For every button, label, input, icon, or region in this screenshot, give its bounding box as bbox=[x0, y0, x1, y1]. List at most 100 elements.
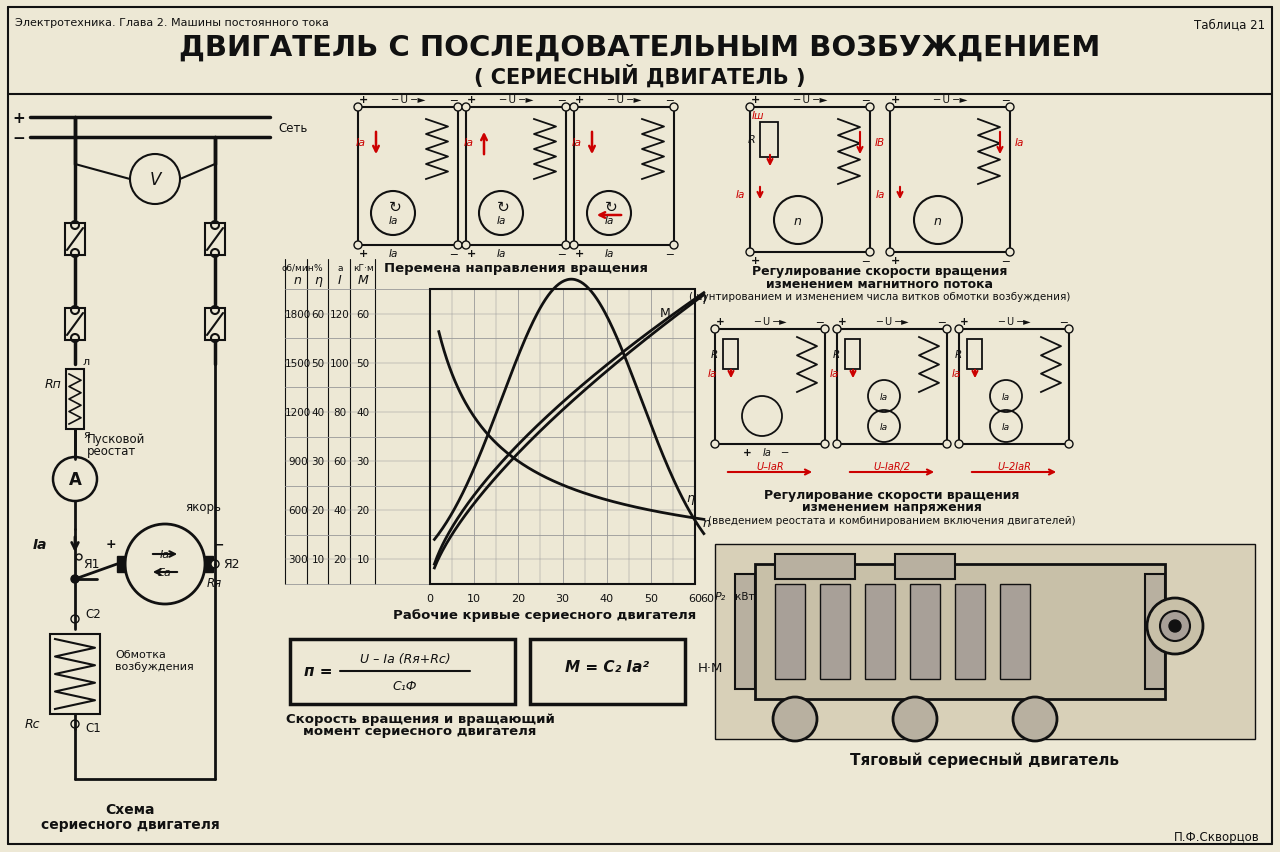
Bar bbox=[573, 108, 675, 245]
Circle shape bbox=[211, 561, 219, 568]
Text: 10: 10 bbox=[311, 555, 325, 565]
Text: U–IаR/2: U–IаR/2 bbox=[873, 462, 910, 471]
Circle shape bbox=[454, 242, 462, 250]
Circle shape bbox=[669, 104, 678, 112]
Circle shape bbox=[454, 104, 462, 112]
Text: 40: 40 bbox=[311, 407, 325, 417]
Text: ─: ─ bbox=[861, 95, 868, 105]
Text: Тяговый сериесный двигатель: Тяговый сериесный двигатель bbox=[850, 751, 1120, 767]
Text: U–IаR: U–IаR bbox=[756, 462, 783, 471]
Text: 60: 60 bbox=[700, 593, 714, 603]
Circle shape bbox=[570, 104, 579, 112]
Text: Iа: Iа bbox=[572, 138, 582, 148]
Text: I: I bbox=[703, 294, 707, 307]
Text: n: n bbox=[703, 516, 710, 529]
Text: ↻: ↻ bbox=[389, 199, 402, 214]
Text: I: I bbox=[338, 273, 342, 286]
Circle shape bbox=[669, 242, 678, 250]
Text: U – Iа (Rя+Rс): U – Iа (Rя+Rс) bbox=[360, 653, 451, 665]
Text: Iа: Iа bbox=[763, 447, 772, 458]
Bar bbox=[205, 224, 225, 256]
Bar bbox=[530, 639, 685, 704]
Circle shape bbox=[820, 325, 829, 334]
Bar bbox=[1146, 574, 1165, 689]
Text: а: а bbox=[337, 263, 343, 272]
Text: ─: ─ bbox=[558, 249, 564, 259]
Circle shape bbox=[70, 720, 79, 728]
Text: 40: 40 bbox=[333, 505, 347, 515]
Circle shape bbox=[943, 440, 951, 448]
Text: ─: ─ bbox=[449, 95, 457, 105]
Text: Iа: Iа bbox=[604, 216, 613, 226]
Text: Iа: Iа bbox=[879, 392, 888, 401]
Text: R: R bbox=[833, 349, 840, 360]
Text: +: + bbox=[891, 95, 900, 105]
Text: ─: ─ bbox=[666, 95, 672, 105]
Circle shape bbox=[1065, 325, 1073, 334]
Circle shape bbox=[462, 104, 470, 112]
Circle shape bbox=[355, 242, 362, 250]
Circle shape bbox=[833, 325, 841, 334]
Text: A: A bbox=[69, 470, 82, 488]
Text: +: + bbox=[358, 249, 367, 259]
Text: кГ·м: кГ·м bbox=[352, 263, 374, 272]
Text: л: л bbox=[83, 357, 90, 366]
Text: U–2IаR: U–2IаR bbox=[997, 462, 1030, 471]
Bar bbox=[774, 584, 805, 679]
Text: 30: 30 bbox=[311, 457, 325, 467]
Text: я: я bbox=[83, 429, 90, 440]
Bar bbox=[291, 639, 515, 704]
Text: Скорость вращения и вращающий: Скорость вращения и вращающий bbox=[285, 711, 554, 725]
Text: С1: С1 bbox=[84, 721, 101, 734]
Circle shape bbox=[746, 104, 754, 112]
Text: 1500: 1500 bbox=[285, 359, 311, 368]
Text: +: + bbox=[466, 249, 476, 259]
Text: R: R bbox=[748, 135, 755, 145]
Text: Обмотка: Обмотка bbox=[115, 649, 166, 659]
Text: Iа: Iа bbox=[879, 422, 888, 431]
Text: Схема: Схема bbox=[105, 802, 155, 816]
Text: С₁Ф: С₁Ф bbox=[393, 680, 417, 693]
Text: Р₂: Р₂ bbox=[716, 591, 726, 602]
Circle shape bbox=[211, 335, 219, 343]
Text: 900: 900 bbox=[288, 457, 307, 467]
Text: ─: ─ bbox=[666, 249, 672, 259]
Text: 30: 30 bbox=[556, 593, 570, 603]
Circle shape bbox=[1160, 611, 1190, 642]
Text: n: n bbox=[934, 214, 942, 227]
Circle shape bbox=[70, 250, 79, 257]
Text: Iш: Iш bbox=[751, 111, 764, 121]
Text: R: R bbox=[955, 349, 963, 360]
Text: 20: 20 bbox=[311, 505, 325, 515]
Circle shape bbox=[76, 555, 82, 561]
Circle shape bbox=[211, 250, 219, 257]
Text: M: M bbox=[357, 273, 369, 286]
Text: Iа: Iа bbox=[463, 138, 474, 148]
Text: Eа: Eа bbox=[157, 567, 172, 578]
Text: ─: ─ bbox=[938, 317, 946, 326]
Bar bbox=[65, 224, 84, 256]
Circle shape bbox=[955, 440, 963, 448]
Text: +: + bbox=[750, 256, 759, 266]
Bar bbox=[716, 544, 1254, 740]
Text: ─: ─ bbox=[1002, 256, 1009, 266]
Text: Сеть: Сеть bbox=[278, 121, 307, 135]
Text: R: R bbox=[710, 349, 718, 360]
Circle shape bbox=[1065, 440, 1073, 448]
Text: +: + bbox=[466, 95, 476, 105]
Text: Iа: Iа bbox=[1002, 392, 1010, 401]
Text: 60: 60 bbox=[689, 593, 701, 603]
Text: изменением напряжения: изменением напряжения bbox=[803, 501, 982, 514]
Text: Пусковой: Пусковой bbox=[87, 433, 146, 446]
Text: Iа: Iа bbox=[388, 249, 398, 259]
Text: якорь: якорь bbox=[186, 501, 221, 514]
Circle shape bbox=[70, 575, 79, 584]
Text: ─: ─ bbox=[1061, 317, 1068, 326]
Text: −: − bbox=[13, 130, 26, 146]
Bar bbox=[358, 108, 458, 245]
Text: П.Ф.Скворцов: П.Ф.Скворцов bbox=[1174, 831, 1260, 843]
Circle shape bbox=[462, 242, 470, 250]
Text: Iа: Iа bbox=[951, 369, 961, 378]
Text: M: M bbox=[659, 307, 671, 320]
Text: M = C₂ Iа²: M = C₂ Iа² bbox=[564, 659, 649, 675]
